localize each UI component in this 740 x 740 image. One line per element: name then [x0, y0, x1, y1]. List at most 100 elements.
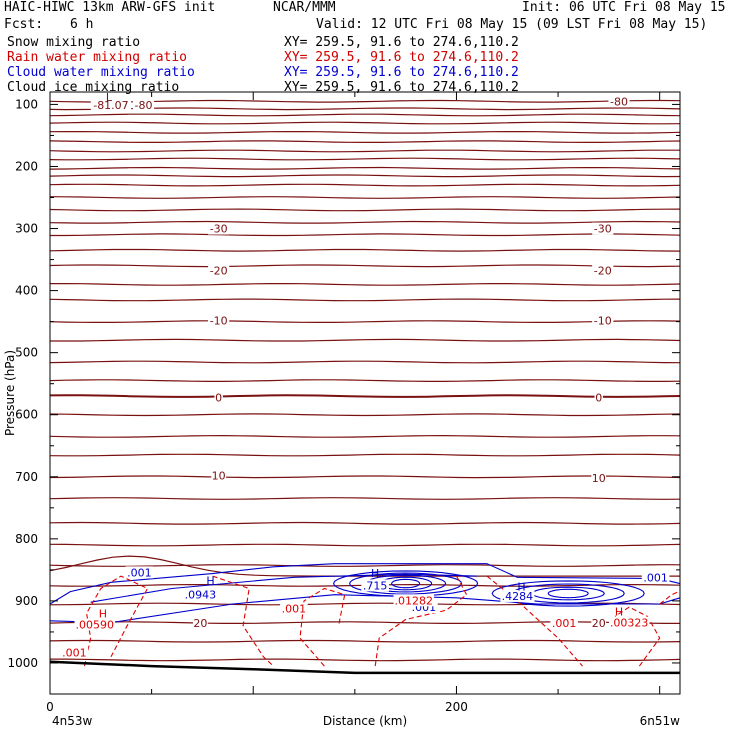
isotherm-line: [49, 639, 681, 643]
org-label: NCAR/MMM: [273, 0, 336, 15]
cloud-label: .001: [643, 571, 668, 584]
cloud-label-bg: [125, 566, 154, 579]
cloud-label: .4284: [502, 590, 534, 603]
isotherm-line: [49, 264, 681, 268]
isotherm-line: [49, 379, 681, 382]
field-xy-rain: XY= 259.5, 91.6 to 274.6,110.2: [284, 50, 519, 65]
rain-contour: [659, 590, 681, 605]
fcst-value: 6 h: [70, 17, 94, 32]
isotherm-line: [49, 543, 681, 547]
rain-label-bg: [60, 646, 89, 659]
rain-label: .01282: [395, 594, 434, 607]
rain-label-bg: [550, 617, 578, 630]
rain-label-bg: [608, 616, 650, 629]
temperature-label-bg: [90, 99, 132, 112]
valid-time: Valid: 12 UTC Fri 08 May 15 (09 LST Fri …: [316, 17, 708, 32]
isotherm-line: [49, 121, 681, 125]
rain-label-bg: [393, 594, 434, 607]
rain-label-bg: [280, 602, 308, 615]
isotherm-line: [49, 183, 681, 187]
isotherm-line: [49, 166, 681, 170]
y-axis-label: Pressure (hPa): [3, 350, 17, 436]
cloud-label: .0943: [185, 589, 217, 602]
isotherm-line: [49, 248, 681, 252]
temperature-label: -10: [594, 314, 612, 327]
isotherm-line: [49, 196, 681, 199]
y-tick-label: 100: [15, 97, 38, 111]
isotherm-line: [49, 621, 680, 624]
left-endpoint-label: 4n53w: [52, 714, 93, 728]
cloud-contour: [547, 588, 589, 599]
isotherm-line: [49, 602, 681, 606]
temperature-label: -30: [594, 223, 612, 236]
temperature-label-bg: [591, 472, 607, 485]
rain-contour: [299, 587, 346, 667]
cloud-extremum: H: [517, 581, 525, 594]
temperature-label-bg: [192, 617, 208, 630]
x-tick-label: 0: [46, 700, 54, 714]
field-name-rain: Rain water mixing ratio: [7, 50, 188, 65]
y-tick-label: 200: [15, 159, 38, 173]
rain-contour: [212, 575, 274, 667]
isotherm-line: [50, 233, 681, 237]
y-tick-label: 500: [15, 346, 38, 360]
isotherm-line: [49, 298, 681, 302]
rain-label-bg: [74, 618, 115, 631]
cloud-extremum: H: [206, 574, 214, 587]
temperature-label-bg: [592, 222, 614, 235]
rain-label: .001: [552, 617, 577, 630]
isotherm-line: [50, 283, 681, 286]
isotherm-line: [49, 453, 681, 457]
rain-contour: [83, 575, 149, 667]
isotherm-line: [50, 338, 681, 342]
temperature-label: -30: [210, 223, 228, 236]
isotherm-line: [49, 140, 681, 143]
isotherm-line: [49, 413, 681, 417]
temperature-extremum: L: [106, 91, 113, 104]
right-endpoint-label: 6n51w: [640, 714, 681, 728]
field-name-cloud-water: Cloud water mixing ratio: [7, 65, 195, 80]
y-tick-label: 1000: [7, 656, 38, 670]
rain-contour: [614, 606, 661, 667]
isotherm-line: [49, 113, 681, 117]
temperature-label-bg: [594, 391, 603, 404]
y-tick-label: 900: [15, 594, 38, 608]
cloud-label-bg: [361, 579, 389, 592]
rain-label: .001: [282, 602, 307, 615]
cloud-label: .001: [127, 566, 152, 579]
y-tick-label: 400: [15, 284, 38, 298]
cloud-contour: [491, 580, 645, 607]
temperature-label: -20: [210, 265, 228, 278]
isotherm-line: [49, 394, 681, 398]
temperature-label-bg: [208, 314, 230, 327]
isotherm-line: [49, 174, 681, 178]
temperature-label: -10: [210, 314, 228, 327]
isotherm-line: [49, 131, 681, 134]
temperature-label-bg: [591, 617, 607, 630]
rain-contour: [374, 575, 468, 667]
fcst-label: Fcst:: [4, 17, 44, 32]
field-name-snow: Snow mixing ratio: [7, 35, 141, 50]
x-axis-label: Distance (km): [323, 714, 407, 728]
temperature-label: -81.07: [93, 99, 128, 112]
terrain-line: [49, 660, 680, 675]
isotherm-line: [49, 564, 681, 567]
temperature-label-bg: [132, 99, 155, 112]
isotherm-line: [49, 220, 681, 224]
field-name-cloud-ice: Cloud ice mixing ratio: [7, 80, 180, 95]
cloud-label-bg: [641, 571, 670, 584]
cloud-label-bg: [500, 589, 535, 602]
plot-border: [49, 91, 681, 695]
isotherm-line: [49, 360, 681, 364]
cloud-contour: [332, 570, 479, 597]
rain-contour: [486, 575, 583, 667]
rain-label: .00590: [75, 618, 114, 631]
temperature-label-bg: [214, 391, 223, 404]
y-tick-label: 300: [15, 222, 38, 236]
cloud-label: .715: [363, 579, 388, 592]
cloud-extremum: H: [371, 567, 379, 580]
temperature-label: -20: [594, 265, 612, 278]
temperature-isotherms: [49, 99, 681, 662]
